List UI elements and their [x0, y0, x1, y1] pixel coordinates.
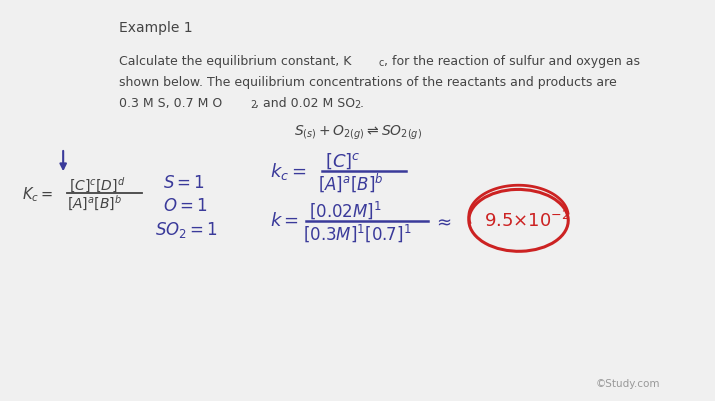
Text: $[C]^c[D]^d$: $[C]^c[D]^d$: [69, 175, 125, 194]
Text: .: .: [360, 97, 363, 109]
Text: $[0.3M]^1[0.7]^1$: $[0.3M]^1[0.7]^1$: [303, 222, 412, 243]
Text: ©Study.com: ©Study.com: [596, 379, 660, 389]
Text: $SO_2 = 1$: $SO_2 = 1$: [155, 219, 218, 239]
Text: c: c: [378, 58, 384, 68]
Text: $K_c =$: $K_c =$: [21, 185, 53, 204]
Text: $O = 1$: $O = 1$: [162, 196, 207, 214]
Text: $S = 1$: $S = 1$: [162, 174, 204, 192]
Text: Calculate the equilibrium constant, K: Calculate the equilibrium constant, K: [119, 55, 351, 68]
Text: $S_{(s)} + O_{2(g)} \rightleftharpoons SO_{2(g)}$: $S_{(s)} + O_{2(g)} \rightleftharpoons S…: [294, 124, 421, 142]
Text: 2: 2: [250, 99, 257, 109]
Text: , for the reaction of sulfur and oxygen as: , for the reaction of sulfur and oxygen …: [384, 55, 640, 68]
Text: Example 1: Example 1: [119, 21, 192, 35]
Text: 2: 2: [355, 99, 360, 109]
Text: $k_c =$: $k_c =$: [270, 160, 307, 181]
Text: $[0.02M]^1$: $[0.02M]^1$: [309, 199, 382, 221]
Text: 0.3 M S, 0.7 M O: 0.3 M S, 0.7 M O: [119, 97, 222, 109]
Text: , and 0.02 M SO: , and 0.02 M SO: [255, 97, 355, 109]
Text: shown below. The equilibrium concentrations of the reactants and products are: shown below. The equilibrium concentrati…: [119, 76, 616, 89]
Text: $\approx$: $\approx$: [433, 212, 452, 230]
Text: $9.5{\times}10^{-2}$: $9.5{\times}10^{-2}$: [483, 211, 570, 231]
Text: $[C]^c$: $[C]^c$: [325, 151, 360, 170]
Text: $k =$: $k =$: [270, 211, 299, 229]
Text: $[A]^a[B]^b$: $[A]^a[B]^b$: [318, 171, 384, 194]
Text: $[A]^a[B]^b$: $[A]^a[B]^b$: [66, 193, 122, 212]
